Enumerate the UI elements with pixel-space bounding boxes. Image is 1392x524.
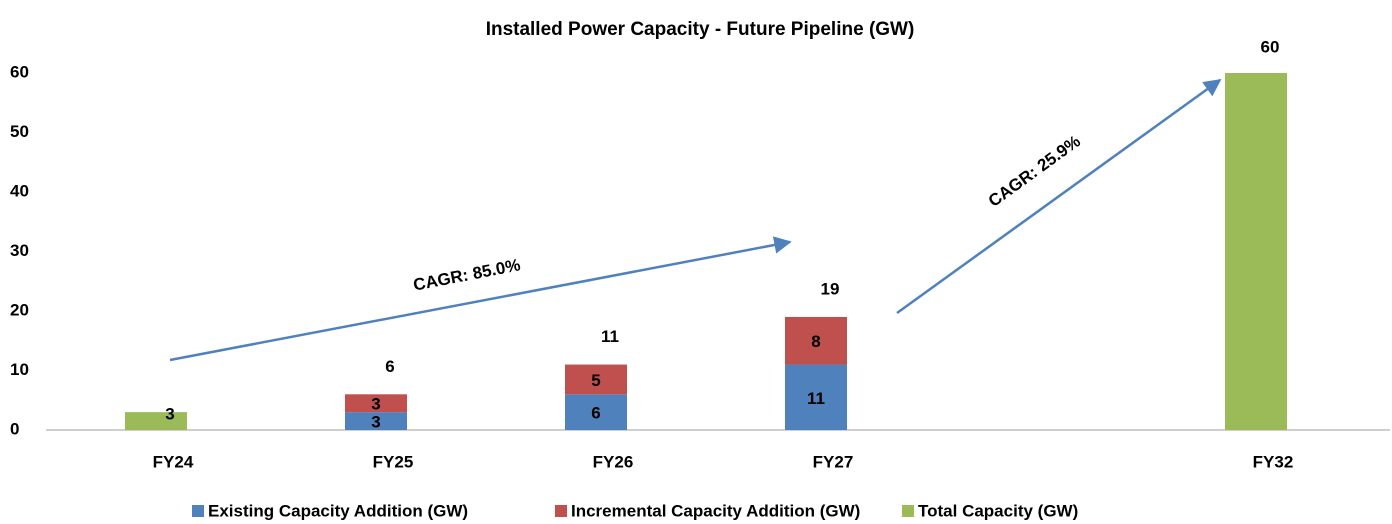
bar-segment	[785, 316, 847, 365]
data-label: 5	[591, 371, 600, 390]
data-label: 8	[811, 332, 820, 351]
legend-swatch	[192, 505, 204, 517]
data-label: 6	[591, 404, 600, 423]
bar-segment	[345, 394, 407, 413]
data-label: 60	[1261, 37, 1280, 56]
x-tick-label: FY24	[153, 452, 194, 471]
cagr-arrow	[169, 236, 792, 362]
legend-swatch	[902, 505, 914, 517]
x-tick-label: FY25	[373, 452, 414, 471]
bar-segment	[345, 412, 407, 430]
bar-segment	[565, 394, 627, 430]
y-tick-label: 60	[10, 62, 29, 81]
y-tick-label: 10	[10, 360, 29, 379]
y-tick-label: 30	[10, 241, 29, 260]
bar-segment	[125, 412, 187, 430]
legend-label: Total Capacity (GW)	[918, 501, 1078, 520]
x-tick-label: FY26	[593, 452, 634, 471]
data-label: 3	[165, 405, 174, 424]
annotation: CAGR: 25.9%	[985, 132, 1084, 211]
y-tick-label: 40	[10, 181, 29, 200]
chart-title: Installed Power Capacity - Future Pipeli…	[486, 19, 915, 40]
bar-segment	[1225, 73, 1287, 430]
cagr-arrow	[896, 78, 1222, 315]
legend-label: Existing Capacity Addition (GW)	[208, 501, 468, 520]
data-label: 3	[371, 395, 380, 414]
x-tick-label: FY27	[813, 452, 854, 471]
total-label: 19	[821, 279, 840, 298]
bar-segment	[785, 364, 847, 430]
legend-swatch	[555, 505, 567, 517]
data-label: 11	[807, 389, 825, 408]
x-tick-label: FY32	[1253, 452, 1294, 471]
y-tick-label: 50	[10, 122, 29, 141]
total-label: 11	[601, 327, 619, 346]
bar-segment	[565, 364, 627, 395]
data-label: 3	[371, 413, 380, 432]
legend-label: Incremental Capacity Addition (GW)	[571, 501, 860, 520]
annotation: CAGR: 85.0%	[412, 255, 522, 294]
y-tick-label: 0	[10, 419, 19, 438]
total-label: 6	[385, 357, 394, 376]
y-tick-label: 20	[10, 300, 29, 319]
